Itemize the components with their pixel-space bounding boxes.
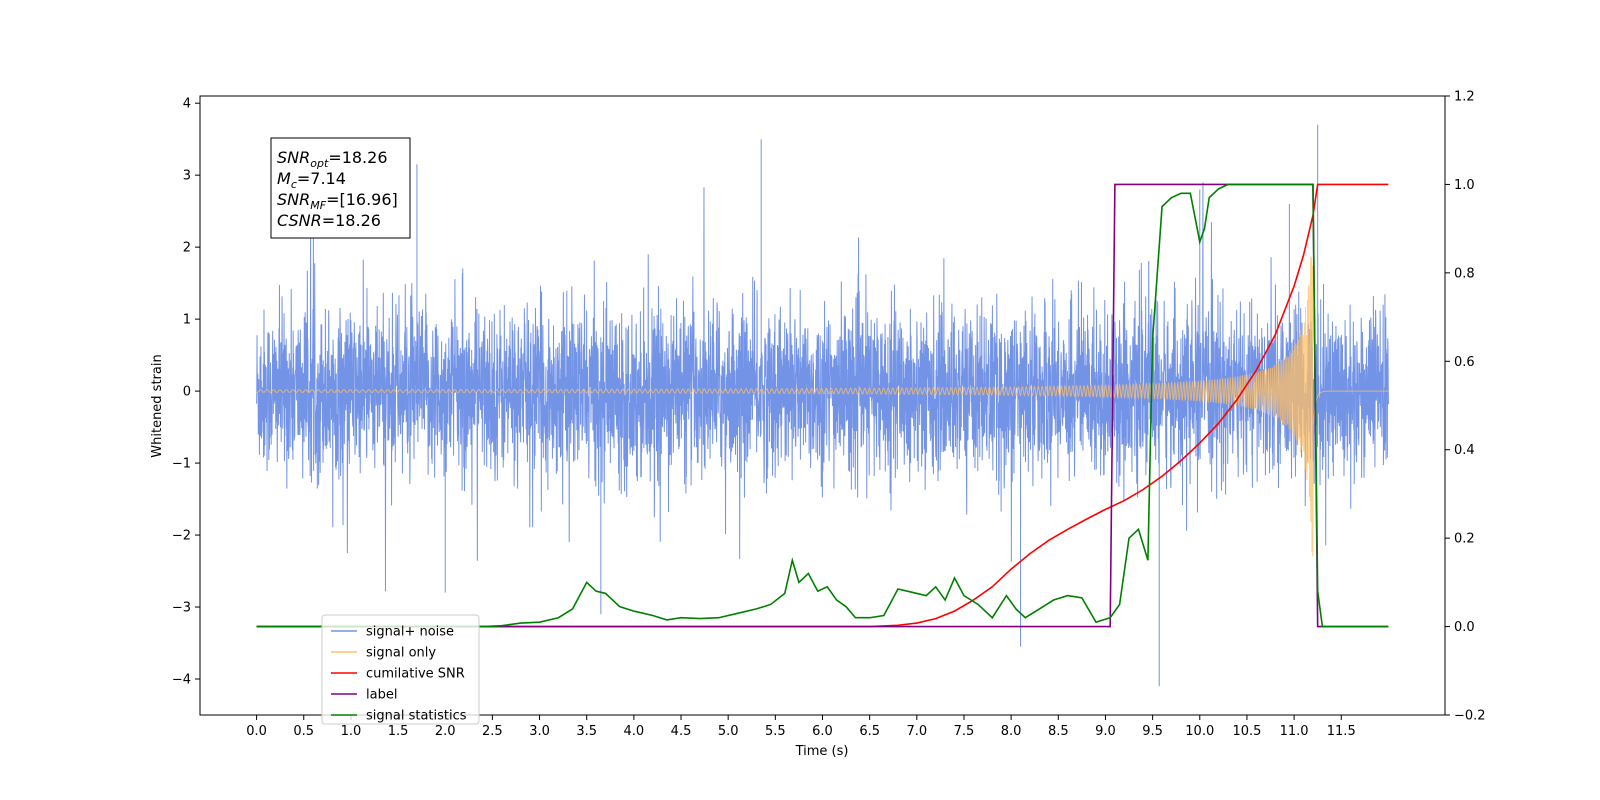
y2-tick-label: 0.6 bbox=[1454, 355, 1475, 370]
legend-label: signal+ noise bbox=[366, 625, 454, 640]
y-tick-label: −2 bbox=[172, 529, 191, 544]
x-tick-label: 7.0 bbox=[906, 724, 927, 739]
x-tick-label: 4.0 bbox=[624, 724, 645, 739]
x-axis: 0.0 0.5 1.0 1.5 2.0 2.5 3.0 3.5 4.0 4.5 5.0 5.5 6.0 6… bbox=[246, 715, 1356, 739]
legend-label: cumilative SNR bbox=[366, 667, 465, 682]
y2-tick-label: 0.2 bbox=[1454, 532, 1475, 547]
info-line: Mc=7.14 bbox=[277, 169, 346, 191]
y-axis-left: −4 −3 −2 −1 0 1 2 3 4 bbox=[172, 97, 200, 688]
y-tick-label: 2 bbox=[183, 241, 191, 256]
legend-label: signal only bbox=[366, 646, 436, 661]
x-tick-label: 6.5 bbox=[859, 724, 880, 739]
x-tick-label: 3.0 bbox=[529, 724, 550, 739]
x-tick-label: 2.5 bbox=[482, 724, 503, 739]
y2-tick-label: 1.0 bbox=[1454, 178, 1475, 193]
legend-label: label bbox=[366, 688, 397, 703]
legend-label: signal statistics bbox=[366, 709, 467, 724]
x-tick-label: 6.0 bbox=[812, 724, 833, 739]
x-axis-label: Time (s) bbox=[795, 744, 849, 759]
y-axis-label: Whitened strain bbox=[150, 354, 165, 457]
x-tick-label: 5.0 bbox=[718, 724, 739, 739]
x-tick-label: 1.0 bbox=[341, 724, 362, 739]
x-tick-label: 1.5 bbox=[388, 724, 409, 739]
x-tick-label: 10.5 bbox=[1232, 724, 1261, 739]
info-line: SNRopt=18.26 bbox=[277, 148, 388, 170]
y-tick-label: −3 bbox=[172, 601, 191, 616]
x-tick-label: 5.5 bbox=[765, 724, 786, 739]
x-tick-label: 10.0 bbox=[1185, 724, 1214, 739]
y2-tick-label: 0.4 bbox=[1454, 443, 1475, 458]
y-tick-label: −1 bbox=[172, 457, 191, 472]
y2-tick-label: 1.2 bbox=[1454, 90, 1475, 105]
y-tick-label: 1 bbox=[183, 313, 191, 328]
y2-tick-label: −0.2 bbox=[1454, 709, 1486, 724]
series-signal-only bbox=[256, 256, 1389, 557]
info-box: SNRopt=18.26Mc=7.14SNRMF=[16.96]CSNR=18.… bbox=[270, 137, 411, 239]
y2-tick-label: 0.8 bbox=[1454, 266, 1475, 281]
x-tick-label: 9.5 bbox=[1142, 724, 1163, 739]
x-tick-label: 8.0 bbox=[1001, 724, 1022, 739]
series-signal-statistics bbox=[256, 183, 1389, 628]
legend-frame bbox=[321, 614, 480, 725]
x-tick-label: 3.5 bbox=[576, 724, 597, 739]
x-tick-label: 0.5 bbox=[293, 724, 314, 739]
x-tick-label: 0.0 bbox=[246, 724, 267, 739]
y-tick-label: 4 bbox=[183, 97, 191, 112]
x-tick-label: 11.5 bbox=[1327, 724, 1356, 739]
x-tick-label: 7.5 bbox=[954, 724, 975, 739]
series-signal-noise bbox=[256, 124, 1389, 687]
x-tick-label: 8.5 bbox=[1048, 724, 1069, 739]
y-axis-right: −0.2 0.0 0.2 0.4 0.6 0.8 1.0 1.2 bbox=[1445, 90, 1486, 724]
legend: signal+ noise signal only cumilative SNR la… bbox=[321, 614, 480, 725]
info-line: CSNR=18.26 bbox=[277, 211, 381, 230]
x-tick-label: 11.0 bbox=[1280, 724, 1309, 739]
info-line: SNRMF=[16.96] bbox=[277, 190, 398, 212]
y-tick-label: −4 bbox=[172, 673, 191, 688]
series-cumilative-snr bbox=[256, 183, 1389, 628]
x-tick-label: 4.5 bbox=[671, 724, 692, 739]
plot-area bbox=[256, 124, 1389, 687]
y-tick-label: 0 bbox=[183, 385, 191, 400]
info-box-frame bbox=[270, 137, 411, 239]
x-tick-label: 2.0 bbox=[435, 724, 456, 739]
y-tick-label: 3 bbox=[183, 169, 191, 184]
y2-tick-label: 0.0 bbox=[1454, 620, 1475, 635]
x-tick-label: 9.0 bbox=[1095, 724, 1116, 739]
